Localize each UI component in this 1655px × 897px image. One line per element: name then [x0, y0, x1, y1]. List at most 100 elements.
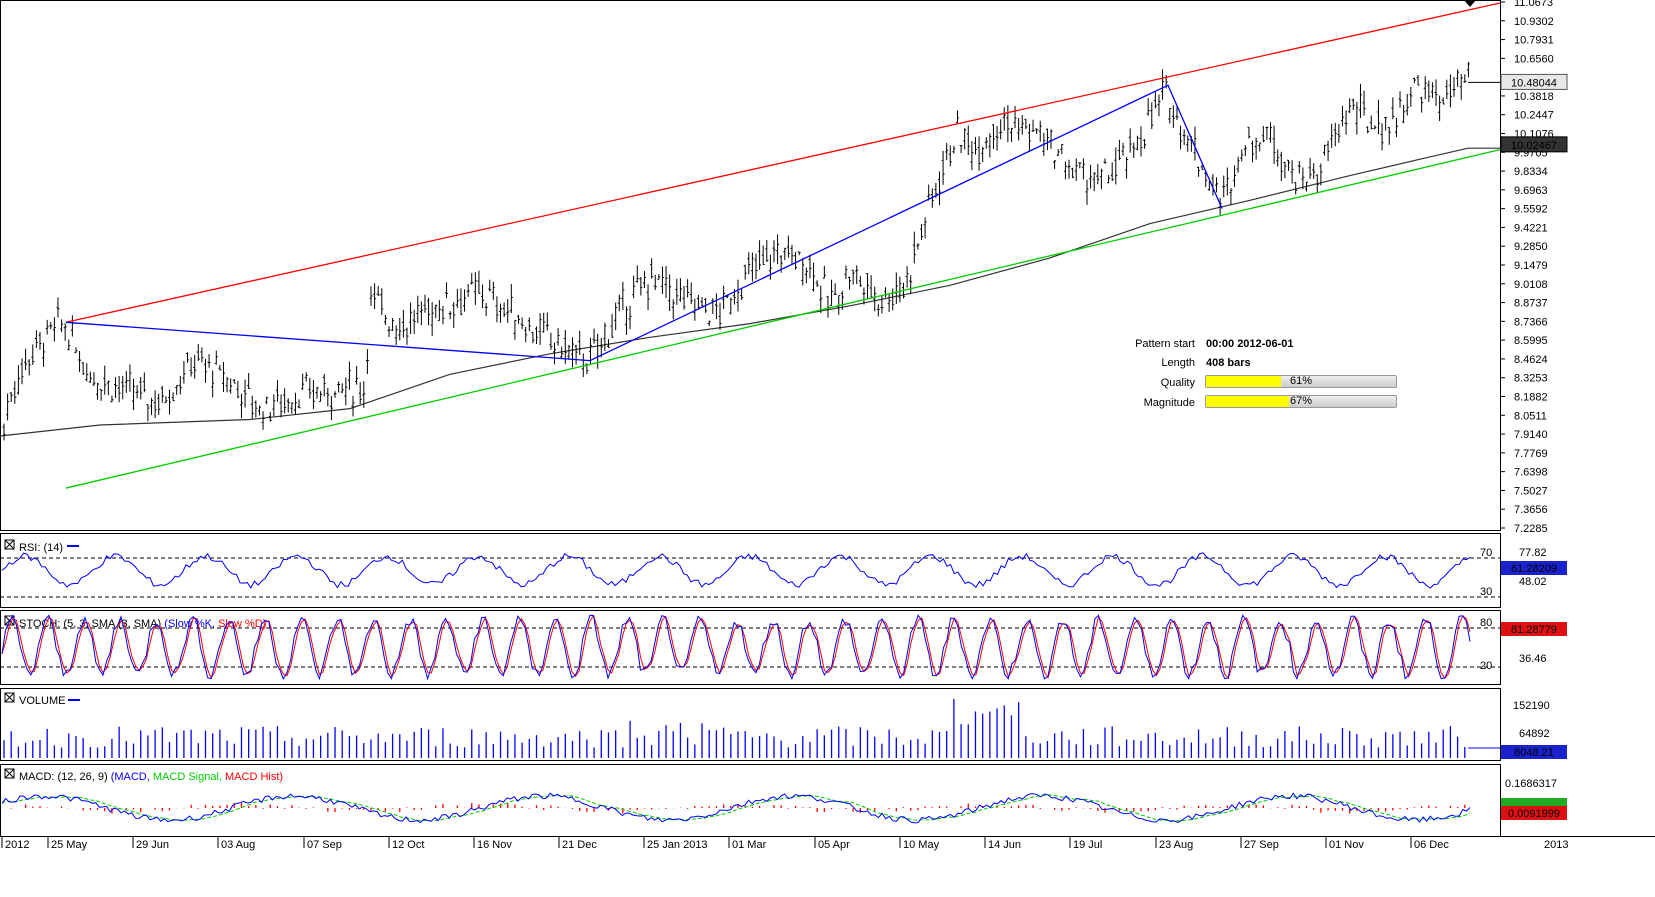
- quality-value: 61%: [1289, 375, 1313, 387]
- pattern-lines: [65, 0, 1501, 489]
- moving-average: [0, 147, 1500, 437]
- rsi-title: RSI: (14): [19, 542, 63, 554]
- ma-price-value: 10.02467: [1511, 140, 1557, 152]
- rsi-line: [1, 552, 1471, 589]
- volume-value-tag: [1501, 745, 1567, 759]
- magnitude-label: Magnitude: [1143, 397, 1195, 409]
- magnitude-bar-fill: [1206, 396, 1289, 407]
- price-tick-label: 9.5592: [1514, 204, 1548, 216]
- stoch-axis-mid: 36.46: [1519, 653, 1547, 665]
- time-tick-label: 19 Jul: [1073, 839, 1102, 851]
- time-axis: 2012 25 May 29 Jun 03 Aug 07 Sep 12 Oct 16 Nov…: [1, 836, 1568, 851]
- stoch-level-80-label: 80: [1480, 617, 1492, 629]
- price-tick-label: 10.7931: [1514, 35, 1554, 47]
- time-tick-label: 2012: [5, 839, 29, 851]
- price-tags: 10.48044 10.02467: [1468, 73, 1568, 153]
- price-tick-label: 8.5995: [1514, 335, 1548, 347]
- stoch-panel: STOCH: (5, 3, SMA (3, SMA) (Slow %K, Slo…: [0, 614, 1567, 681]
- price-tick-label: 7.3656: [1514, 504, 1548, 516]
- rsi-close-icon-cross: [4, 539, 15, 550]
- price-axis: 11.0673 10.9302 10.7931 10.6560 10.3818 10.24…: [1500, 0, 1554, 535]
- resistance-line: [65, 2, 1501, 323]
- macd-panel: MACD: (12, 26, 9) (MACD, MACD Signal, MA…: [1, 768, 1567, 824]
- stoch-k-line: [1, 614, 1471, 681]
- price-tick-label: 8.7366: [1514, 316, 1548, 328]
- last-price-value: 10.48044: [1511, 77, 1557, 89]
- time-tick-label: 2013: [1544, 839, 1568, 851]
- volume-title: VOLUME: [19, 695, 65, 707]
- support-line: [65, 148, 1501, 489]
- time-tick-label: 03 Aug: [221, 839, 255, 851]
- stoch-value-tag: [1501, 622, 1567, 636]
- time-tick-label: 25 Jan 2013: [647, 839, 708, 851]
- length-value: 408 bars: [1206, 357, 1251, 369]
- rsi-axis-top: 77.82: [1519, 547, 1547, 559]
- magnitude-bar: 67%: [1205, 395, 1397, 408]
- time-tick-label: 07 Sep: [307, 839, 342, 851]
- time-tick-label: 14 Jun: [988, 839, 1021, 851]
- rsi-value-tag: [1501, 561, 1567, 575]
- stoch-level-20-label: 20: [1480, 660, 1492, 672]
- quality-label: Quality: [1160, 377, 1195, 389]
- macd-title: MACD: (12, 26, 9) (MACD, MACD Signal, MA…: [19, 771, 283, 783]
- price-tick-label: 7.7769: [1514, 448, 1548, 460]
- macd-value-tag: [1501, 806, 1567, 820]
- price-tick-label: 10.9302: [1514, 16, 1554, 28]
- volume-close-icon-cross: [4, 692, 15, 703]
- quality-bar-fill: [1206, 376, 1282, 387]
- quality-bar: 61%: [1205, 375, 1397, 388]
- rsi-value: 61.28209: [1511, 563, 1557, 575]
- magnitude-value: 67%: [1289, 395, 1313, 407]
- price-tick-label: 9.0108: [1514, 279, 1548, 291]
- price-tick-label: 8.0511: [1514, 410, 1547, 422]
- ma-price-tag: [1500, 136, 1568, 153]
- rsi-level-70-label: 70: [1480, 547, 1492, 559]
- stoch-value: 81.28779: [1511, 624, 1557, 636]
- moving-average-line: [0, 147, 1500, 437]
- volume-value: 8048.21: [1514, 747, 1554, 759]
- price-tick-label: 7.9140: [1514, 429, 1548, 441]
- pattern-start-value: 00:00 2012-06-01: [1206, 338, 1294, 350]
- last-price-tag: [1500, 73, 1568, 90]
- volume-axis-mid: 64892: [1519, 728, 1550, 740]
- zigzag-line: [65, 84, 1223, 362]
- time-tick-label: 10 May: [903, 839, 940, 851]
- time-tick-label: 01 Mar: [732, 839, 767, 851]
- volume-axis-top: 152190: [1513, 700, 1550, 712]
- stoch-close-icon-cross: [4, 615, 15, 626]
- price-tick-label: 9.4221: [1514, 222, 1548, 234]
- price-tick-label: 7.2285: [1514, 523, 1548, 535]
- scroll-marker-icon: [1464, 0, 1476, 7]
- pattern-start-label: Pattern start: [1135, 338, 1195, 350]
- time-tick-label: 27 Sep: [1244, 839, 1279, 851]
- macd-signal-line: [1, 794, 1471, 822]
- time-tick-label: 05 Apr: [818, 839, 850, 851]
- rsi-level-30-label: 30: [1480, 586, 1492, 598]
- panel-frame-2: [0, 610, 1501, 685]
- time-tick-label: 25 May: [51, 839, 88, 851]
- time-tick-label: 21 Dec: [562, 839, 597, 851]
- price-tick-label: 7.6398: [1514, 467, 1548, 479]
- price-tick-label: 8.3253: [1514, 373, 1548, 385]
- macd-signal-tag: [1501, 798, 1567, 806]
- price-tick-label: 9.1479: [1514, 260, 1548, 272]
- price-tick-label: 9.6963: [1514, 185, 1548, 197]
- rsi-axis-mid: 48.02: [1519, 576, 1547, 588]
- macd-close-icon-cross: [4, 768, 15, 779]
- price-tick-label: 9.8334: [1514, 166, 1548, 178]
- length-label: Length: [1161, 357, 1195, 369]
- price-tick-label: 8.8737: [1514, 298, 1548, 310]
- volume-panel: VOLUME 152190 64892 8048.21: [3, 692, 1567, 759]
- price-tick-label: 7.5027: [1514, 485, 1548, 497]
- macd-axis-top: 0.1686317: [1505, 778, 1557, 790]
- price-tick-label: 10.6560: [1514, 53, 1554, 65]
- time-tick-label: 29 Jun: [136, 839, 169, 851]
- price-tick-label: 9.2850: [1514, 241, 1548, 253]
- stoch-title: STOCH: (5, 3, SMA (3, SMA) (Slow %K, Slo…: [19, 618, 266, 630]
- price-tick-label: 11.0673: [1514, 0, 1553, 9]
- time-tick-label: 16 Nov: [477, 839, 512, 851]
- panel-frames: [0, 0, 1655, 837]
- time-tick-label: 01 Nov: [1329, 839, 1364, 851]
